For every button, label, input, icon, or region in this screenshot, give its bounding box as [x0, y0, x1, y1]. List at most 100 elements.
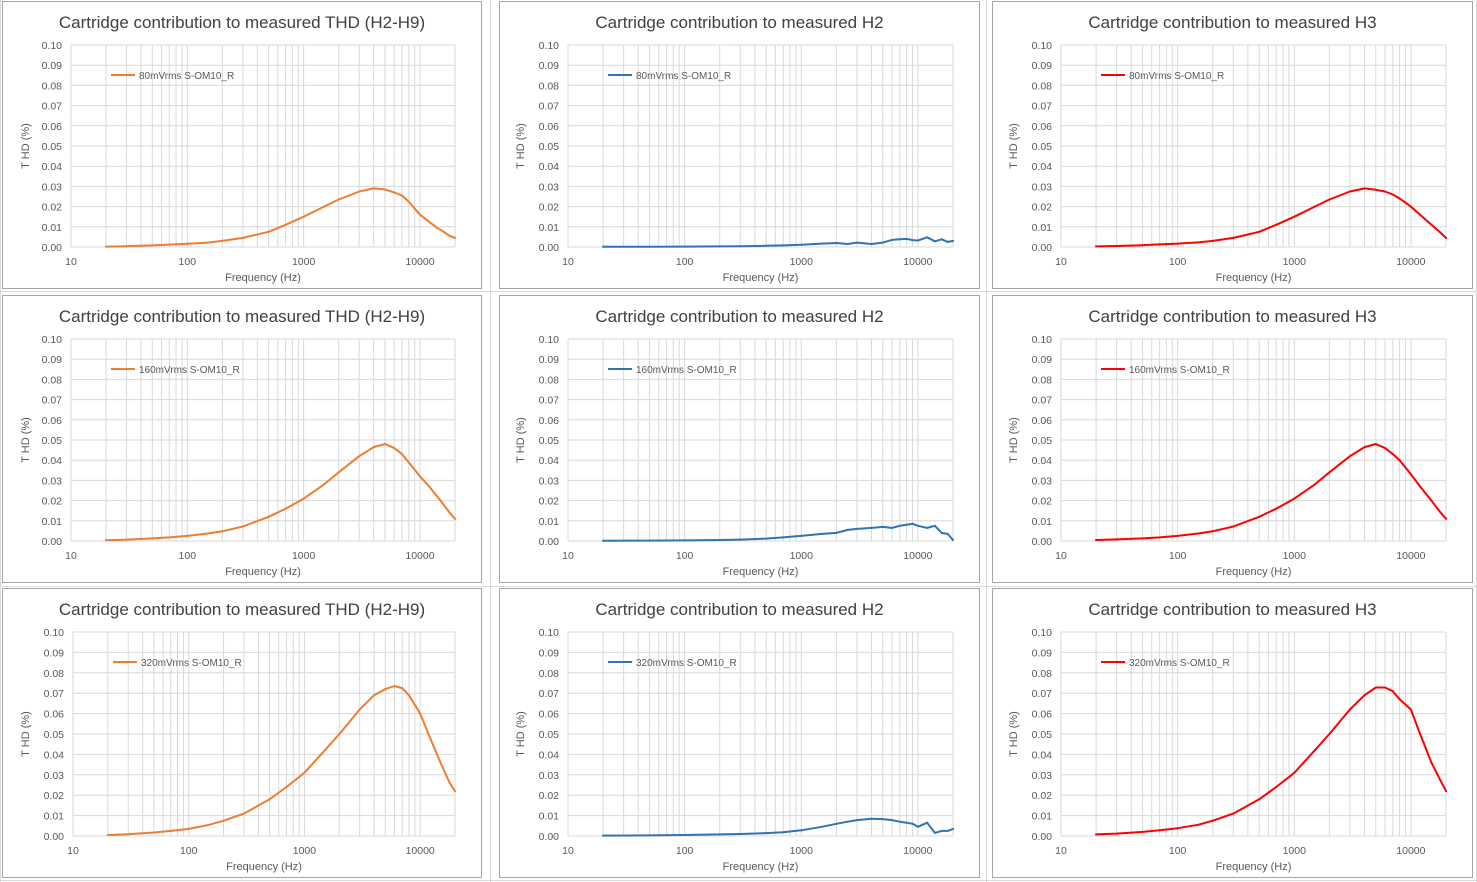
data-point	[898, 820, 901, 823]
plot-area: 0.00 0.01 0.02 0.03 0.04 0.05 0.06 0.07 0.08 0.09…	[1008, 334, 1447, 578]
y-tick-label: 0.07	[539, 395, 560, 407]
y-tick-label: 0.04	[539, 749, 560, 761]
y-tick-label: 0.05	[42, 141, 63, 153]
data-point	[436, 226, 438, 229]
data-point	[1398, 698, 1401, 701]
y-tick-label: 0.10	[44, 627, 65, 639]
x-tick-label: 1000	[1283, 256, 1307, 268]
series-line	[105, 187, 456, 248]
data-point	[413, 207, 416, 210]
y-tick-label: 0.04	[1032, 749, 1053, 761]
data-point	[926, 821, 929, 824]
data-point	[946, 829, 949, 832]
y-tick-label: 0.09	[539, 60, 560, 72]
chart-title: Cartridge contribution to measured H2	[595, 13, 884, 32]
data-point	[855, 819, 858, 822]
data-point	[393, 191, 396, 194]
y-tick-label: 0.05	[42, 435, 63, 447]
data-point	[372, 446, 375, 449]
data-point	[1374, 188, 1377, 191]
chart-h2-320mv[interactable]: Cartridge contribution to measured H2 0.…	[499, 588, 980, 878]
y-tick-label: 0.01	[1032, 222, 1053, 234]
data-point	[1348, 455, 1351, 458]
data-point	[1258, 515, 1261, 518]
data-point	[1374, 686, 1377, 689]
data-point	[1419, 213, 1422, 216]
chart-h3-160mv[interactable]: Cartridge contribution to measured H3 0.…	[992, 295, 1473, 583]
chart-thd-80mv[interactable]: Cartridge contribution to measured THD (…	[2, 1, 482, 289]
chart-h2-160mv[interactable]: Cartridge contribution to measured H2 0.…	[499, 295, 980, 583]
chart-thd-160mv[interactable]: Cartridge contribution to measured THD (…	[2, 295, 482, 583]
y-tick-label: 0.09	[42, 60, 63, 72]
y-tick-label: 0.07	[44, 688, 65, 700]
data-point	[1409, 205, 1412, 208]
data-point	[1293, 215, 1296, 218]
data-point	[946, 240, 949, 243]
y-tick-label: 0.10	[1032, 627, 1053, 639]
data-point	[898, 524, 901, 527]
chart-h3-320mv[interactable]: Cartridge contribution to measured H3 0.…	[992, 588, 1473, 878]
plot-area: 0.00 0.01 0.02 0.03 0.04 0.05 0.06 0.07 0.08 0.09…	[20, 627, 456, 873]
y-tick-label: 0.07	[1032, 688, 1053, 700]
data-point	[323, 205, 326, 208]
data-point	[1348, 708, 1351, 711]
data-point	[1141, 537, 1144, 540]
y-tick-label: 0.01	[1032, 516, 1053, 528]
y-axis-title: T HD (%)	[515, 417, 527, 463]
plot-area: 0.00 0.01 0.02 0.03 0.04 0.05 0.06 0.07 0.08 0.09…	[515, 40, 954, 284]
data-point	[718, 833, 721, 836]
data-point	[125, 245, 128, 248]
data-point	[448, 234, 451, 237]
data-point	[303, 771, 306, 774]
data-point	[1197, 823, 1200, 826]
series-line	[602, 817, 954, 837]
data-point	[284, 223, 287, 226]
data-point	[372, 187, 375, 190]
y-tick-label: 0.00	[1032, 536, 1053, 548]
data-point	[323, 483, 326, 486]
y-tick-label: 0.08	[44, 668, 65, 680]
y-axis-title: T HD (%)	[1008, 711, 1020, 757]
data-point	[855, 527, 858, 530]
data-point	[891, 819, 893, 822]
plot-area: 0.00 0.01 0.02 0.03 0.04 0.05 0.06 0.07 0.08 0.09…	[515, 334, 954, 578]
data-point	[384, 188, 386, 191]
data-point	[1430, 499, 1433, 502]
data-point	[105, 245, 107, 248]
y-tick-label: 0.00	[42, 242, 63, 254]
chart-thd-320mv[interactable]: Cartridge contribution to measured THD (…	[2, 588, 482, 878]
data-point	[1115, 245, 1118, 247]
legend-label: 320mVrms S-OM10_R	[1129, 658, 1230, 669]
y-tick-label: 0.07	[42, 101, 63, 113]
y-tick-label: 0.01	[42, 516, 63, 528]
y-tick-label: 0.03	[539, 770, 560, 782]
y-tick-label: 0.00	[539, 831, 560, 843]
data-point	[820, 532, 823, 535]
y-tick-label: 0.07	[42, 395, 63, 407]
legend-label: 160mVrms S-OM10_R	[1129, 365, 1230, 376]
data-point	[168, 243, 171, 246]
data-point	[1258, 798, 1261, 801]
y-tick-label: 0.01	[44, 811, 65, 823]
data-point	[1419, 485, 1422, 488]
y-tick-label: 0.02	[42, 202, 63, 214]
data-point	[454, 236, 456, 239]
data-point	[782, 831, 785, 834]
y-tick-label: 0.10	[1032, 334, 1053, 346]
chart-h2-80mv[interactable]: Cartridge contribution to measured H2 0.…	[499, 1, 980, 289]
data-point	[337, 198, 340, 201]
data-point	[881, 818, 884, 821]
y-tick-label: 0.00	[42, 536, 63, 548]
data-point	[870, 817, 873, 820]
data-point	[1430, 761, 1433, 764]
data-point	[1115, 832, 1118, 835]
chart-title: Cartridge contribution to measured H3	[1088, 13, 1377, 32]
y-axis-title: T HD (%)	[515, 711, 527, 757]
data-point	[1391, 690, 1394, 693]
data-point	[208, 823, 211, 826]
data-point	[1095, 833, 1098, 836]
data-point	[739, 245, 742, 248]
x-tick-label: 10	[562, 550, 574, 562]
data-point	[1211, 239, 1214, 242]
chart-h3-80mv[interactable]: Cartridge contribution to measured H3 0.…	[992, 1, 1473, 289]
